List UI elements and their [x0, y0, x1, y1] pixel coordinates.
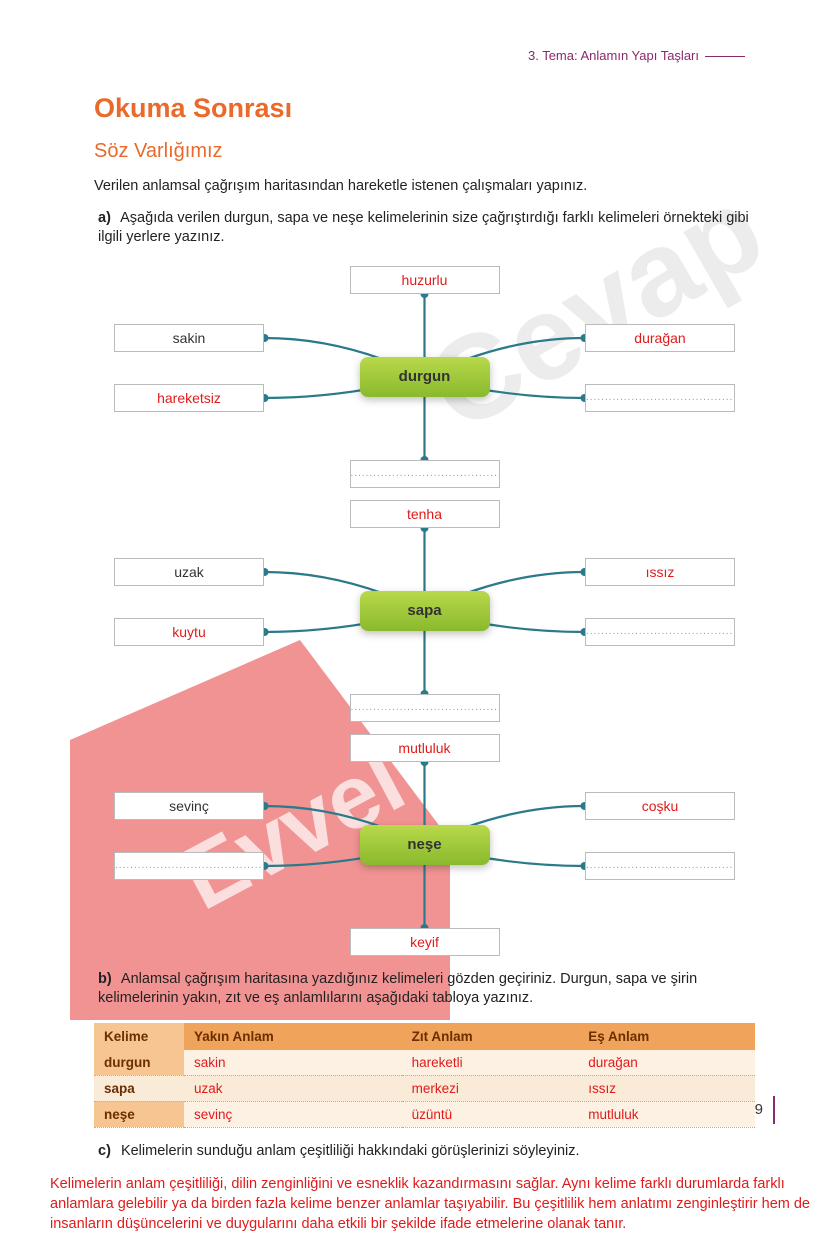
item-b: b) Anlamsal çağrışım haritasına yazdığın… — [94, 970, 755, 1009]
table-stub: sapa — [94, 1075, 184, 1101]
table-cell: sakin — [184, 1050, 402, 1076]
table-stub: durgun — [94, 1050, 184, 1076]
slot-r1[interactable]: ıssız — [585, 558, 735, 586]
table-cell: sevinç — [184, 1101, 402, 1127]
table-cell: uzak — [184, 1075, 402, 1101]
item-c-text: Kelimelerin sunduğu anlam çeşitliliği ha… — [121, 1143, 580, 1159]
table-cell: mutluluk — [578, 1101, 755, 1127]
intro-text: Verilen anlamsal çağrışım haritasından h… — [94, 177, 755, 197]
concept-map-neşe: neşe mutluluk keyif sevinç .............… — [94, 730, 755, 960]
slot-top[interactable]: tenha — [350, 500, 500, 528]
slot-l1[interactable]: sevinç — [114, 792, 264, 820]
table-header: Zıt Anlam — [402, 1023, 579, 1050]
slot-bottom[interactable]: keyif — [350, 928, 500, 956]
table-stub: neşe — [94, 1101, 184, 1127]
item-b-label: b) — [98, 971, 112, 987]
table-cell: merkezi — [402, 1075, 579, 1101]
slot-r2[interactable]: ........................................ — [585, 618, 735, 646]
hub-durgun: durgun — [360, 357, 490, 397]
table-header: Kelime — [94, 1023, 184, 1050]
answer-c-paragraph: Kelimelerin anlam çeşitliliği, dilin zen… — [0, 1175, 835, 1234]
page-title: Okuma Sonrası — [94, 93, 755, 124]
page-subtitle: Söz Varlığımız — [94, 140, 755, 163]
synonym-table: KelimeYakın AnlamZıt AnlamEş Anlam durgu… — [94, 1023, 755, 1128]
slot-l1[interactable]: uzak — [114, 558, 264, 586]
slot-l1[interactable]: sakin — [114, 324, 264, 352]
slot-r1[interactable]: coşku — [585, 792, 735, 820]
slot-bottom[interactable]: ........................................ — [350, 460, 500, 488]
slot-r2[interactable]: ........................................ — [585, 384, 735, 412]
table-row: sapauzakmerkeziıssız — [94, 1075, 755, 1101]
item-a: a) Aşağıda verilen durgun, sapa ve neşe … — [94, 209, 755, 248]
table-cell: hareketli — [402, 1050, 579, 1076]
item-a-text: Aşağıda verilen durgun, sapa ve neşe kel… — [98, 210, 749, 246]
theme-header: 3. Tema: Anlamın Yapı Taşları — [94, 48, 755, 63]
table-row: durgunsakinhareketlidurağan — [94, 1050, 755, 1076]
table-cell: ıssız — [578, 1075, 755, 1101]
table-cell: üzüntü — [402, 1101, 579, 1127]
slot-r1[interactable]: durağan — [585, 324, 735, 352]
slot-l2[interactable]: hareketsiz — [114, 384, 264, 412]
slot-top[interactable]: huzurlu — [350, 266, 500, 294]
slot-top[interactable]: mutluluk — [350, 734, 500, 762]
concept-map-sapa: sapa tenha .............................… — [94, 496, 755, 726]
table-row: neşesevinçüzüntümutluluk — [94, 1101, 755, 1127]
concept-map-durgun: durgun huzurlu .........................… — [94, 262, 755, 492]
item-a-label: a) — [98, 210, 111, 226]
hub-neşe: neşe — [360, 825, 490, 865]
table-header: Eş Anlam — [578, 1023, 755, 1050]
slot-bottom[interactable]: ........................................ — [350, 694, 500, 722]
item-c-label: c) — [98, 1143, 111, 1159]
item-b-text: Anlamsal çağrışım haritasına yazdığınız … — [98, 971, 697, 1007]
item-c: c) Kelimelerin sunduğu anlam çeşitliliği… — [94, 1142, 755, 1162]
table-cell: durağan — [578, 1050, 755, 1076]
slot-r2[interactable]: ........................................ — [585, 852, 735, 880]
slot-l2[interactable]: kuytu — [114, 618, 264, 646]
table-header: Yakın Anlam — [184, 1023, 402, 1050]
hub-sapa: sapa — [360, 591, 490, 631]
slot-l2[interactable]: ........................................ — [114, 852, 264, 880]
